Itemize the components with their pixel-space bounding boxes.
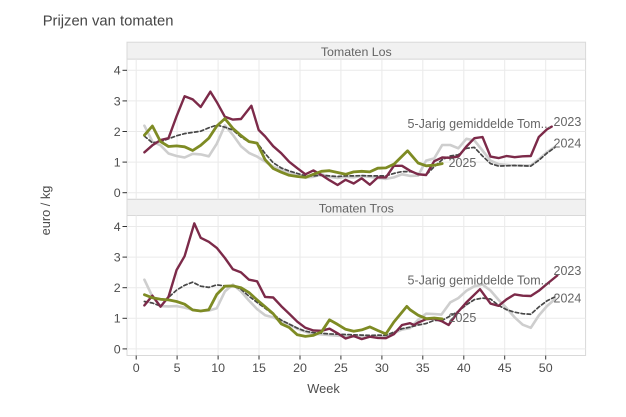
svg-text:Tomaten Los: Tomaten Los	[321, 45, 392, 59]
svg-text:0: 0	[133, 361, 140, 375]
svg-text:2024: 2024	[554, 292, 582, 306]
svg-text:2023: 2023	[554, 264, 582, 278]
svg-text:2025: 2025	[449, 156, 477, 170]
svg-text:5-Jarig gemiddelde Tom...: 5-Jarig gemiddelde Tom...	[408, 274, 552, 288]
svg-text:3: 3	[114, 94, 121, 108]
svg-text:2: 2	[114, 125, 121, 139]
svg-text:Week: Week	[307, 381, 340, 396]
svg-text:15: 15	[252, 361, 266, 375]
svg-text:2023: 2023	[554, 115, 582, 129]
svg-text:0: 0	[114, 342, 121, 356]
svg-text:5-Jarig gemiddelde Tom...: 5-Jarig gemiddelde Tom...	[408, 117, 552, 131]
svg-text:2024: 2024	[554, 137, 582, 151]
svg-text:2: 2	[114, 281, 121, 295]
svg-text:2025: 2025	[449, 311, 477, 325]
svg-text:45: 45	[498, 361, 512, 375]
svg-text:1: 1	[114, 312, 121, 326]
svg-text:0: 0	[114, 186, 121, 200]
svg-text:euro / kg: euro / kg	[38, 186, 53, 236]
svg-text:5: 5	[174, 361, 181, 375]
svg-text:3: 3	[114, 251, 121, 265]
svg-text:Tomaten Tros: Tomaten Tros	[319, 202, 394, 216]
svg-text:4: 4	[114, 64, 121, 78]
svg-text:Prijzen van tomaten: Prijzen van tomaten	[43, 13, 174, 29]
svg-text:50: 50	[539, 361, 553, 375]
svg-text:4: 4	[114, 220, 121, 234]
svg-text:25: 25	[334, 361, 348, 375]
svg-text:40: 40	[457, 361, 471, 375]
svg-text:10: 10	[211, 361, 225, 375]
svg-text:1: 1	[114, 156, 121, 170]
svg-text:20: 20	[293, 361, 307, 375]
svg-text:35: 35	[416, 361, 430, 375]
svg-text:30: 30	[375, 361, 389, 375]
